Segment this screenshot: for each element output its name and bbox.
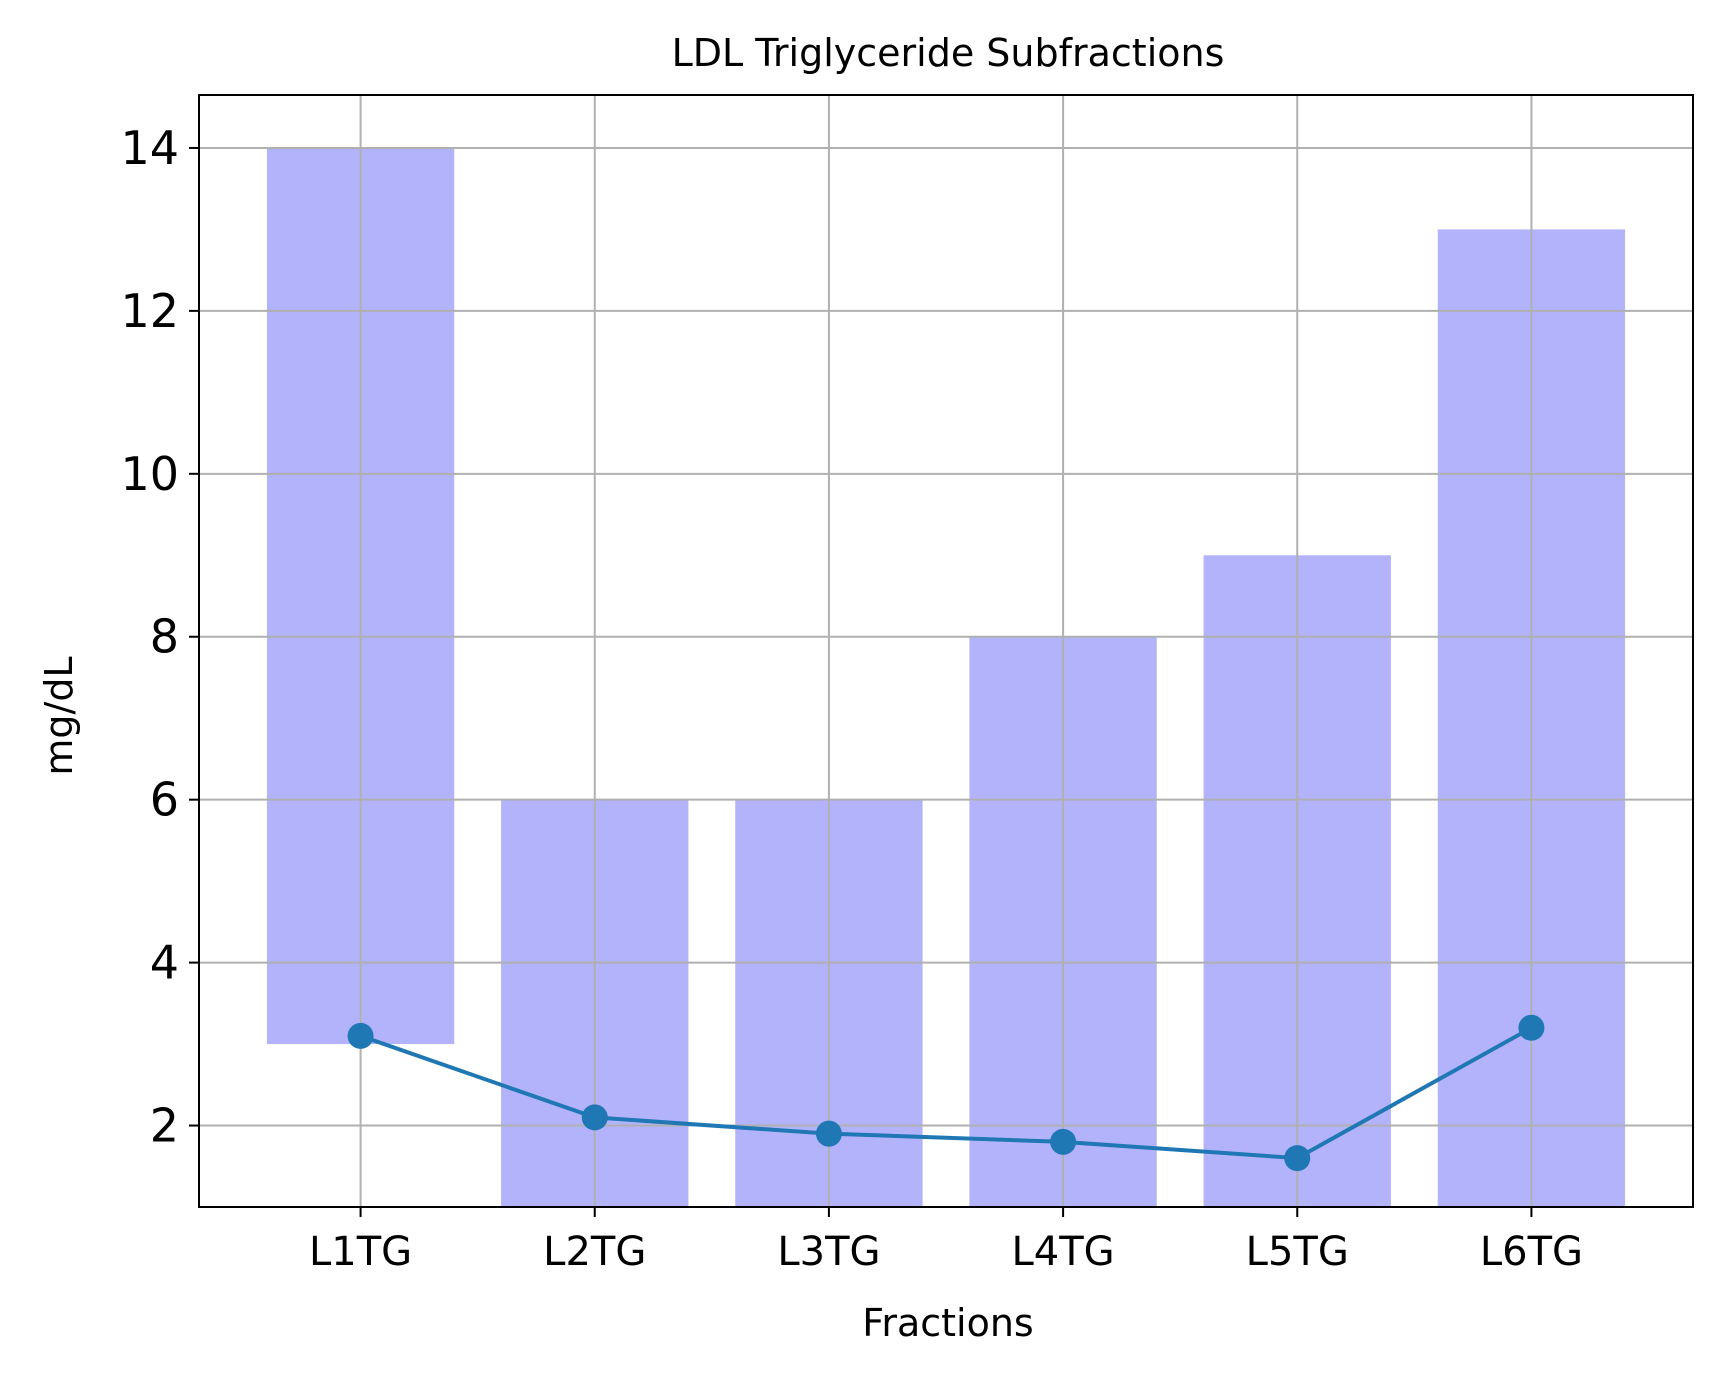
point-l3tg — [815, 1120, 842, 1147]
series-line-0 — [359, 1026, 1533, 1161]
ytick-label-4: 4 — [150, 936, 179, 990]
ytick-label-10: 10 — [120, 447, 179, 501]
point-l6tg — [1518, 1014, 1545, 1041]
point-l5tg — [1284, 1145, 1311, 1172]
xtick-label-l2tg: L2TG — [543, 1229, 646, 1275]
plot-frame — [198, 94, 1694, 1208]
xtick-label-l6tg: L6TG — [1480, 1229, 1583, 1275]
xtick-label-l5tg: L5TG — [1246, 1229, 1349, 1275]
ytick-label-6: 6 — [150, 773, 179, 827]
x-axis-label: Fractions — [862, 1301, 1033, 1345]
ytick-label-8: 8 — [150, 610, 179, 664]
ytick-label-14: 14 — [120, 121, 179, 175]
point-l2tg — [581, 1104, 608, 1131]
xtick-label-l3tg: L3TG — [777, 1229, 880, 1275]
y-axis-label: mg/dL — [37, 656, 81, 775]
point-l4tg — [1050, 1128, 1077, 1155]
plot-area: 2 4 6 8 10 12 14 L1TG L2TG L3TG L4TG L5TG L6TG — [120, 94, 1694, 1275]
xtick-label-l4tg: L4TG — [1011, 1229, 1114, 1275]
ytick-label-2: 2 — [150, 1099, 179, 1153]
point-l1tg — [347, 1022, 374, 1049]
chart-title: LDL Triglyceride Subfractions — [672, 31, 1225, 75]
ytick-label-12: 12 — [120, 284, 179, 338]
xtick-label-l1tg: L1TG — [309, 1229, 412, 1275]
